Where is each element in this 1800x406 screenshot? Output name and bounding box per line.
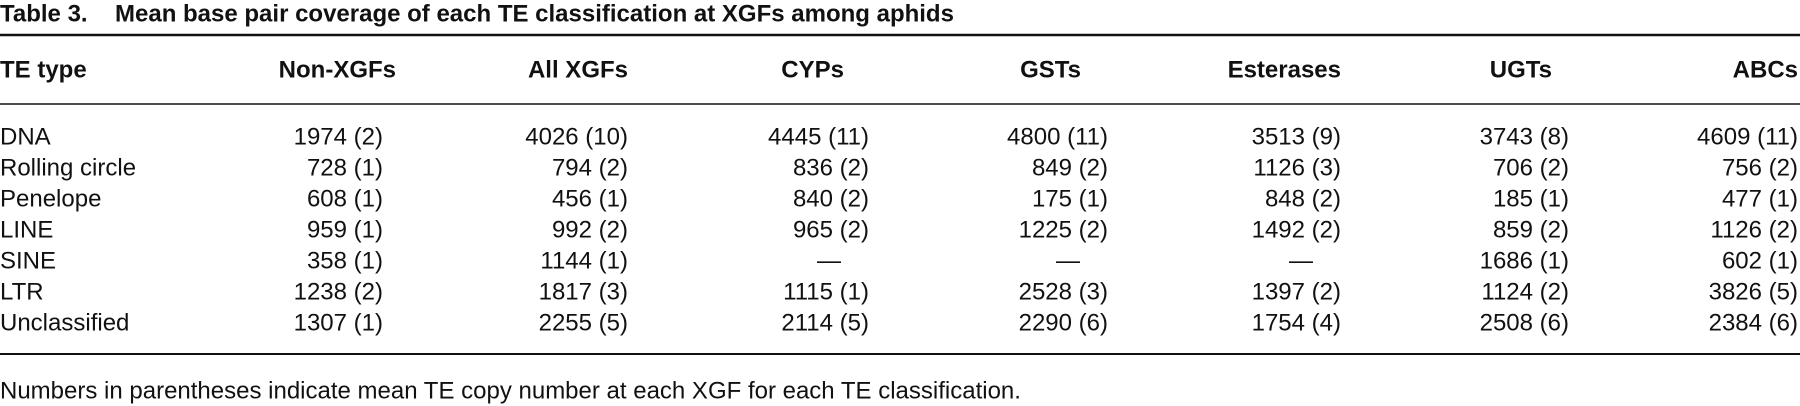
cell: 456 (1) — [552, 185, 628, 212]
cell: 1144 (1) — [540, 247, 628, 274]
cell: 1238 (2) — [294, 278, 383, 305]
cell: 840 (2) — [793, 185, 869, 212]
caption-label: Table 3. — [0, 0, 88, 27]
cell: 2528 (3) — [1019, 278, 1108, 305]
column-header: CYPs — [781, 56, 844, 83]
cell: 756 (2) — [1722, 154, 1798, 181]
cell: 2114 (5) — [781, 309, 869, 336]
cell: 3743 (8) — [1480, 123, 1569, 150]
cell: 4800 (11) — [1007, 123, 1108, 150]
cell: 1492 (2) — [1252, 216, 1341, 243]
cell: — — [1289, 247, 1313, 274]
cell: 965 (2) — [793, 216, 869, 243]
cell: 1124 (2) — [1481, 278, 1569, 305]
cell: 1817 (3) — [539, 278, 628, 305]
row-label: SINE — [0, 247, 56, 274]
footnote: Numbers in parentheses indicate mean TE … — [0, 377, 1021, 404]
cell: 1115 (1) — [783, 278, 869, 305]
cell: 1397 (2) — [1252, 278, 1341, 305]
column-header: ABCs — [1733, 56, 1798, 83]
column-header: GSTs — [1020, 56, 1081, 83]
cell: 1686 (1) — [1480, 247, 1569, 274]
cell: 2384 (6) — [1709, 309, 1798, 336]
cell: 358 (1) — [307, 247, 383, 274]
caption-title: Mean base pair coverage of each TE class… — [115, 0, 954, 27]
cell: 4026 (10) — [525, 123, 628, 150]
cell: 1225 (2) — [1019, 216, 1108, 243]
cell: — — [1056, 247, 1080, 274]
cell: 1754 (4) — [1252, 309, 1341, 336]
cell: 4445 (11) — [768, 123, 869, 150]
row-label: LINE — [0, 216, 53, 243]
cell: 1307 (1) — [294, 309, 383, 336]
cell: 849 (2) — [1032, 154, 1108, 181]
cell: 3513 (9) — [1252, 123, 1341, 150]
cell: 794 (2) — [552, 154, 628, 181]
row-label: Unclassified — [0, 309, 129, 336]
column-header: UGTs — [1490, 56, 1552, 83]
cell: 2290 (6) — [1019, 309, 1108, 336]
cell: 477 (1) — [1722, 185, 1798, 212]
cell: 706 (2) — [1493, 154, 1569, 181]
cell: 1974 (2) — [294, 123, 383, 150]
cell: 848 (2) — [1265, 185, 1341, 212]
cell: 1126 (3) — [1253, 154, 1341, 181]
cell: 602 (1) — [1722, 247, 1798, 274]
cell: 859 (2) — [1493, 216, 1569, 243]
cell: 175 (1) — [1032, 185, 1108, 212]
column-header: All XGFs — [528, 56, 628, 83]
cell: 4609 (11) — [1697, 123, 1798, 150]
column-header: Esterases — [1228, 56, 1341, 83]
cell: 836 (2) — [793, 154, 869, 181]
cell: 1126 (2) — [1710, 216, 1798, 243]
cell: 185 (1) — [1493, 185, 1569, 212]
cell: 728 (1) — [307, 154, 383, 181]
cell: 3826 (5) — [1709, 278, 1798, 305]
row-label: DNA — [0, 123, 51, 150]
column-header: Non-XGFs — [279, 56, 396, 83]
cell: 608 (1) — [307, 185, 383, 212]
cell: 2508 (6) — [1480, 309, 1569, 336]
cell: — — [817, 247, 841, 274]
cell: 2255 (5) — [539, 309, 628, 336]
row-label: Rolling circle — [0, 154, 136, 181]
column-header: TE type — [0, 56, 87, 83]
row-label: Penelope — [0, 185, 101, 212]
cell: 992 (2) — [552, 216, 628, 243]
row-label: LTR — [0, 278, 44, 305]
cell: 959 (1) — [307, 216, 383, 243]
